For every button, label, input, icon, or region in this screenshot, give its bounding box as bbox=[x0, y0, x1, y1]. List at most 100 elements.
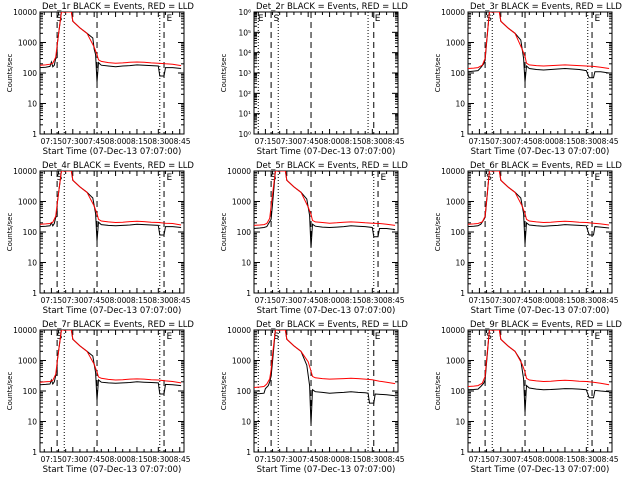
series-group bbox=[40, 12, 182, 83]
y-tick-label: 10 bbox=[27, 100, 37, 109]
y-tick-label: 1 bbox=[32, 448, 37, 457]
time-marker-e: E bbox=[594, 173, 600, 183]
y-tick-label: 10 bbox=[27, 259, 37, 268]
y-tick-label: 10 bbox=[455, 100, 465, 109]
x-tick-label: 07:15 bbox=[41, 296, 63, 305]
x-tick-label: 07:45 bbox=[511, 296, 533, 305]
y-tick-label: 100 bbox=[237, 387, 252, 396]
x-axis-label: Start Time (07-Dec-13 07:07:00) bbox=[257, 306, 396, 316]
events-line bbox=[40, 12, 182, 83]
x-axis-label: Start Time (07-Dec-13 07:07:00) bbox=[257, 465, 396, 475]
y-tick-label: 100 bbox=[451, 387, 466, 396]
detector-panel: Det_4r BLACK = Events, RED = LLD 1 10 100 10… bbox=[6, 161, 194, 316]
x-tick-label: 07:30 bbox=[62, 296, 84, 305]
y-tick-label: 10² bbox=[238, 89, 251, 98]
plot-frame bbox=[39, 170, 185, 294]
x-tick-label: 08:45 bbox=[383, 455, 405, 464]
events-line bbox=[254, 171, 396, 248]
x-tick-label: 08:00 bbox=[319, 455, 341, 464]
x-tick-label: 08:30 bbox=[576, 137, 598, 146]
y-tick-label: 10⁶ bbox=[238, 8, 251, 17]
x-tick-label: 08:15 bbox=[340, 137, 362, 146]
series-group bbox=[40, 330, 182, 401]
y-axis-label: Counts/sec bbox=[6, 54, 14, 93]
y-tick-label: 10³ bbox=[238, 69, 251, 78]
lld-line bbox=[468, 171, 610, 226]
x-tick-label: 08:00 bbox=[105, 296, 127, 305]
time-marker-e: E bbox=[258, 14, 264, 24]
plot-frame bbox=[467, 170, 613, 294]
x-axis-label: Start Time (07-Dec-13 07:07:00) bbox=[43, 465, 182, 475]
x-tick-label: 08:45 bbox=[169, 137, 191, 146]
x-tick-label: 07:45 bbox=[297, 137, 319, 146]
panel-title: Det_2r BLACK = Events, RED = LLD bbox=[256, 2, 408, 12]
y-tick-label: 1000 bbox=[446, 39, 465, 48]
y-tick-label: 10⁵ bbox=[238, 28, 251, 37]
panel-title: Det_6r BLACK = Events, RED = LLD bbox=[470, 161, 622, 171]
x-tick-label: 07:15 bbox=[255, 455, 277, 464]
x-tick-label: 07:30 bbox=[490, 296, 512, 305]
x-tick-label: 07:30 bbox=[276, 137, 298, 146]
y-tick-label: 100 bbox=[451, 69, 466, 78]
x-tick-label: 07:45 bbox=[83, 137, 105, 146]
x-tick-label: 08:00 bbox=[533, 296, 555, 305]
series-group bbox=[468, 171, 610, 245]
x-tick-label: 08:15 bbox=[126, 455, 148, 464]
x-axis-label: Start Time (07-Dec-13 07:07:00) bbox=[43, 306, 182, 316]
x-tick-label: 08:30 bbox=[148, 137, 170, 146]
y-tick-label: 1000 bbox=[232, 198, 251, 207]
y-tick-label: 10000 bbox=[227, 326, 251, 335]
panel-title: Det_1r BLACK = Events, RED = LLD bbox=[42, 2, 194, 12]
time-marker-s: S bbox=[57, 173, 63, 183]
x-axis-label: Start Time (07-Dec-13 07:07:00) bbox=[257, 147, 396, 157]
panel-title: Det_3r BLACK = Events, RED = LLD bbox=[470, 2, 622, 12]
x-tick-label: 08:00 bbox=[533, 455, 555, 464]
lld-line bbox=[40, 330, 182, 384]
y-tick-label: 1 bbox=[246, 448, 251, 457]
x-tick-label: 08:15 bbox=[554, 455, 576, 464]
x-tick-label: 08:45 bbox=[597, 455, 619, 464]
time-marker-e: E bbox=[594, 14, 600, 24]
time-marker-e: E bbox=[380, 173, 386, 183]
y-tick-label: 1 bbox=[32, 289, 37, 298]
time-marker-e: E bbox=[166, 332, 172, 342]
y-axis-label: Counts/sec bbox=[434, 213, 442, 252]
y-tick-label: 1 bbox=[460, 448, 465, 457]
x-tick-label: 08:15 bbox=[554, 137, 576, 146]
time-marker-e: E bbox=[375, 332, 381, 342]
detector-panel: Det_1r BLACK = Events, RED = LLD 1 10 100 10… bbox=[6, 2, 194, 157]
y-tick-label: 10000 bbox=[227, 167, 251, 176]
y-tick-label: 1 bbox=[460, 289, 465, 298]
x-tick-label: 08:45 bbox=[383, 137, 405, 146]
y-tick-label: 100 bbox=[23, 387, 38, 396]
plot-frame bbox=[253, 11, 399, 135]
panel-title: Det_9r BLACK = Events, RED = LLD bbox=[470, 320, 622, 330]
y-tick-label: 10000 bbox=[441, 167, 465, 176]
x-tick-label: 08:45 bbox=[597, 296, 619, 305]
x-tick-label: 07:45 bbox=[297, 296, 319, 305]
y-tick-label: 10000 bbox=[13, 167, 37, 176]
time-marker-s: S bbox=[274, 332, 280, 342]
x-tick-label: 08:30 bbox=[576, 296, 598, 305]
x-tick-label: 08:30 bbox=[362, 296, 384, 305]
y-axis-label: Counts/sec bbox=[220, 213, 228, 252]
time-marker-e: E bbox=[166, 173, 172, 183]
panel-title: Det_5r BLACK = Events, RED = LLD bbox=[256, 161, 408, 171]
events-line bbox=[40, 171, 182, 242]
detector-panel: Det_3r BLACK = Events, RED = LLD 1 10 100 10… bbox=[434, 2, 622, 157]
y-tick-label: 100 bbox=[237, 228, 252, 237]
time-marker-e: E bbox=[594, 332, 600, 342]
x-tick-label: 08:45 bbox=[597, 137, 619, 146]
time-marker-e: E bbox=[375, 14, 381, 24]
x-tick-label: 08:45 bbox=[383, 296, 405, 305]
y-axis-label: Counts/sec bbox=[434, 372, 442, 411]
series-group bbox=[254, 330, 396, 425]
y-axis-label: Counts/sec bbox=[6, 213, 14, 252]
y-tick-label: 1 bbox=[246, 289, 251, 298]
y-tick-label: 1000 bbox=[18, 39, 37, 48]
x-tick-label: 07:45 bbox=[83, 296, 105, 305]
time-marker-s: S bbox=[57, 332, 63, 342]
x-tick-label: 08:30 bbox=[362, 137, 384, 146]
y-tick-label: 10000 bbox=[441, 326, 465, 335]
